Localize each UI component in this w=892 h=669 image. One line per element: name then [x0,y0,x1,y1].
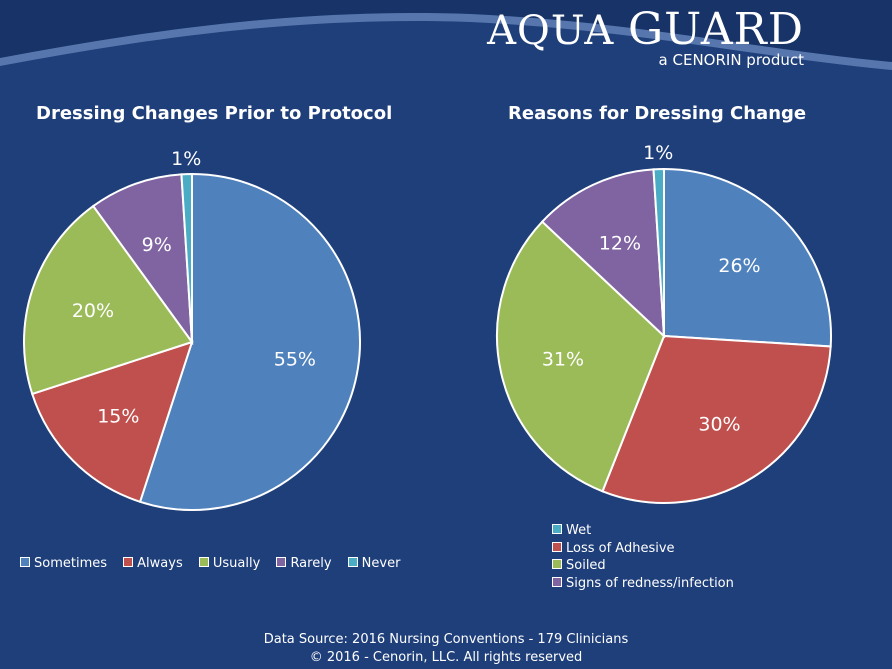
pie-slice-rarely [91,173,194,346]
legend-label: Loss of Adhesive [566,540,675,556]
header-wave-dark [0,0,892,62]
legend-swatch [552,576,562,587]
chart-title-right: Reasons for Dressing Change [508,103,807,124]
pie-chart-dressing-changes: 55% 15% 20% 9% 1% [23,148,361,511]
data-label-always: 15% [97,406,139,428]
pie-chart-reasons: 26% 30% 31% 12% 1% [495,142,832,504]
data-label-never: 1% [171,148,201,170]
legend-label: Wet [566,523,592,538]
data-label-sometimes: 55% [274,348,316,370]
legend-label: Signs of redness/infection [566,575,734,591]
legend-item-loss-of-adhesive: Loss of Adhesive [552,540,734,558]
data-label-wet: 26% [718,255,760,277]
pie-slice-wet [663,167,832,348]
pie-slice-signs-of-redness-infection [540,168,666,339]
pie-slice-loss-of-adhesive [601,334,832,504]
data-label-usually: 20% [72,300,114,322]
legend-item-signs-of-redness: Signs of redness/infection [552,575,734,593]
data-label-soiled: 31% [542,349,584,371]
legend-label: Usually [212,556,261,571]
chart-title-left: Dressing Changes Prior to Protocol [36,103,393,124]
legend-swatch [347,557,358,567]
legend-swatch [552,524,562,534]
footer-data-source: Data Source: 2016 Nursing Conventions - … [263,632,629,647]
pie-slice-other [652,167,665,337]
header-wave [0,13,892,70]
legend-label: Sometimes [34,556,108,571]
legend-swatch [276,557,287,567]
legend-swatch [20,557,30,567]
legend-item-never: Never [347,556,401,571]
legend-item-wet: Wet [552,522,734,540]
data-label-other: 1% [643,142,673,164]
pie-slice-usually [23,204,194,396]
data-label-signs-of-redness-infection: 12% [599,232,641,254]
logo-brand-part1: AQUA [487,8,615,54]
pie-slice-soiled [495,220,666,493]
logo-brand: AQUA GUARD [487,8,804,54]
logo-tagline: a CENORIN product [658,51,804,69]
legend-item-rarely: Rarely [276,556,332,571]
legend-label: Never [361,556,401,571]
pie-slice-never [180,172,193,343]
legend-swatch [198,557,209,567]
legend-item-usually: Usually [198,556,261,571]
legend-swatch [552,541,562,552]
logo-brand-part2: GUARD [627,4,804,55]
legend-item-always: Always [123,556,183,571]
legend-label: Always [137,556,183,571]
data-label-rarely: 9% [142,234,172,256]
footer-copyright: © 2016 - Cenorin, LLC. All rights reserv… [309,650,583,665]
aquaguard-logo: AQUA GUARD a CENORIN product [487,8,804,70]
pie-slice-sometimes [138,172,361,511]
legend-left: Sometimes Always Usually Rarely Never [20,556,412,571]
legend-swatch [123,557,134,567]
legend-item-sometimes: Sometimes [20,556,107,571]
legend-item-soiled: Soiled [552,557,734,575]
legend-label: Rarely [290,556,332,571]
legend-right: Wet Loss of Adhesive Soiled Signs of red… [552,522,734,592]
legend-label: Soiled [566,558,606,573]
legend-swatch [552,559,562,569]
data-label-loss-of-adhesive: 30% [698,413,740,435]
